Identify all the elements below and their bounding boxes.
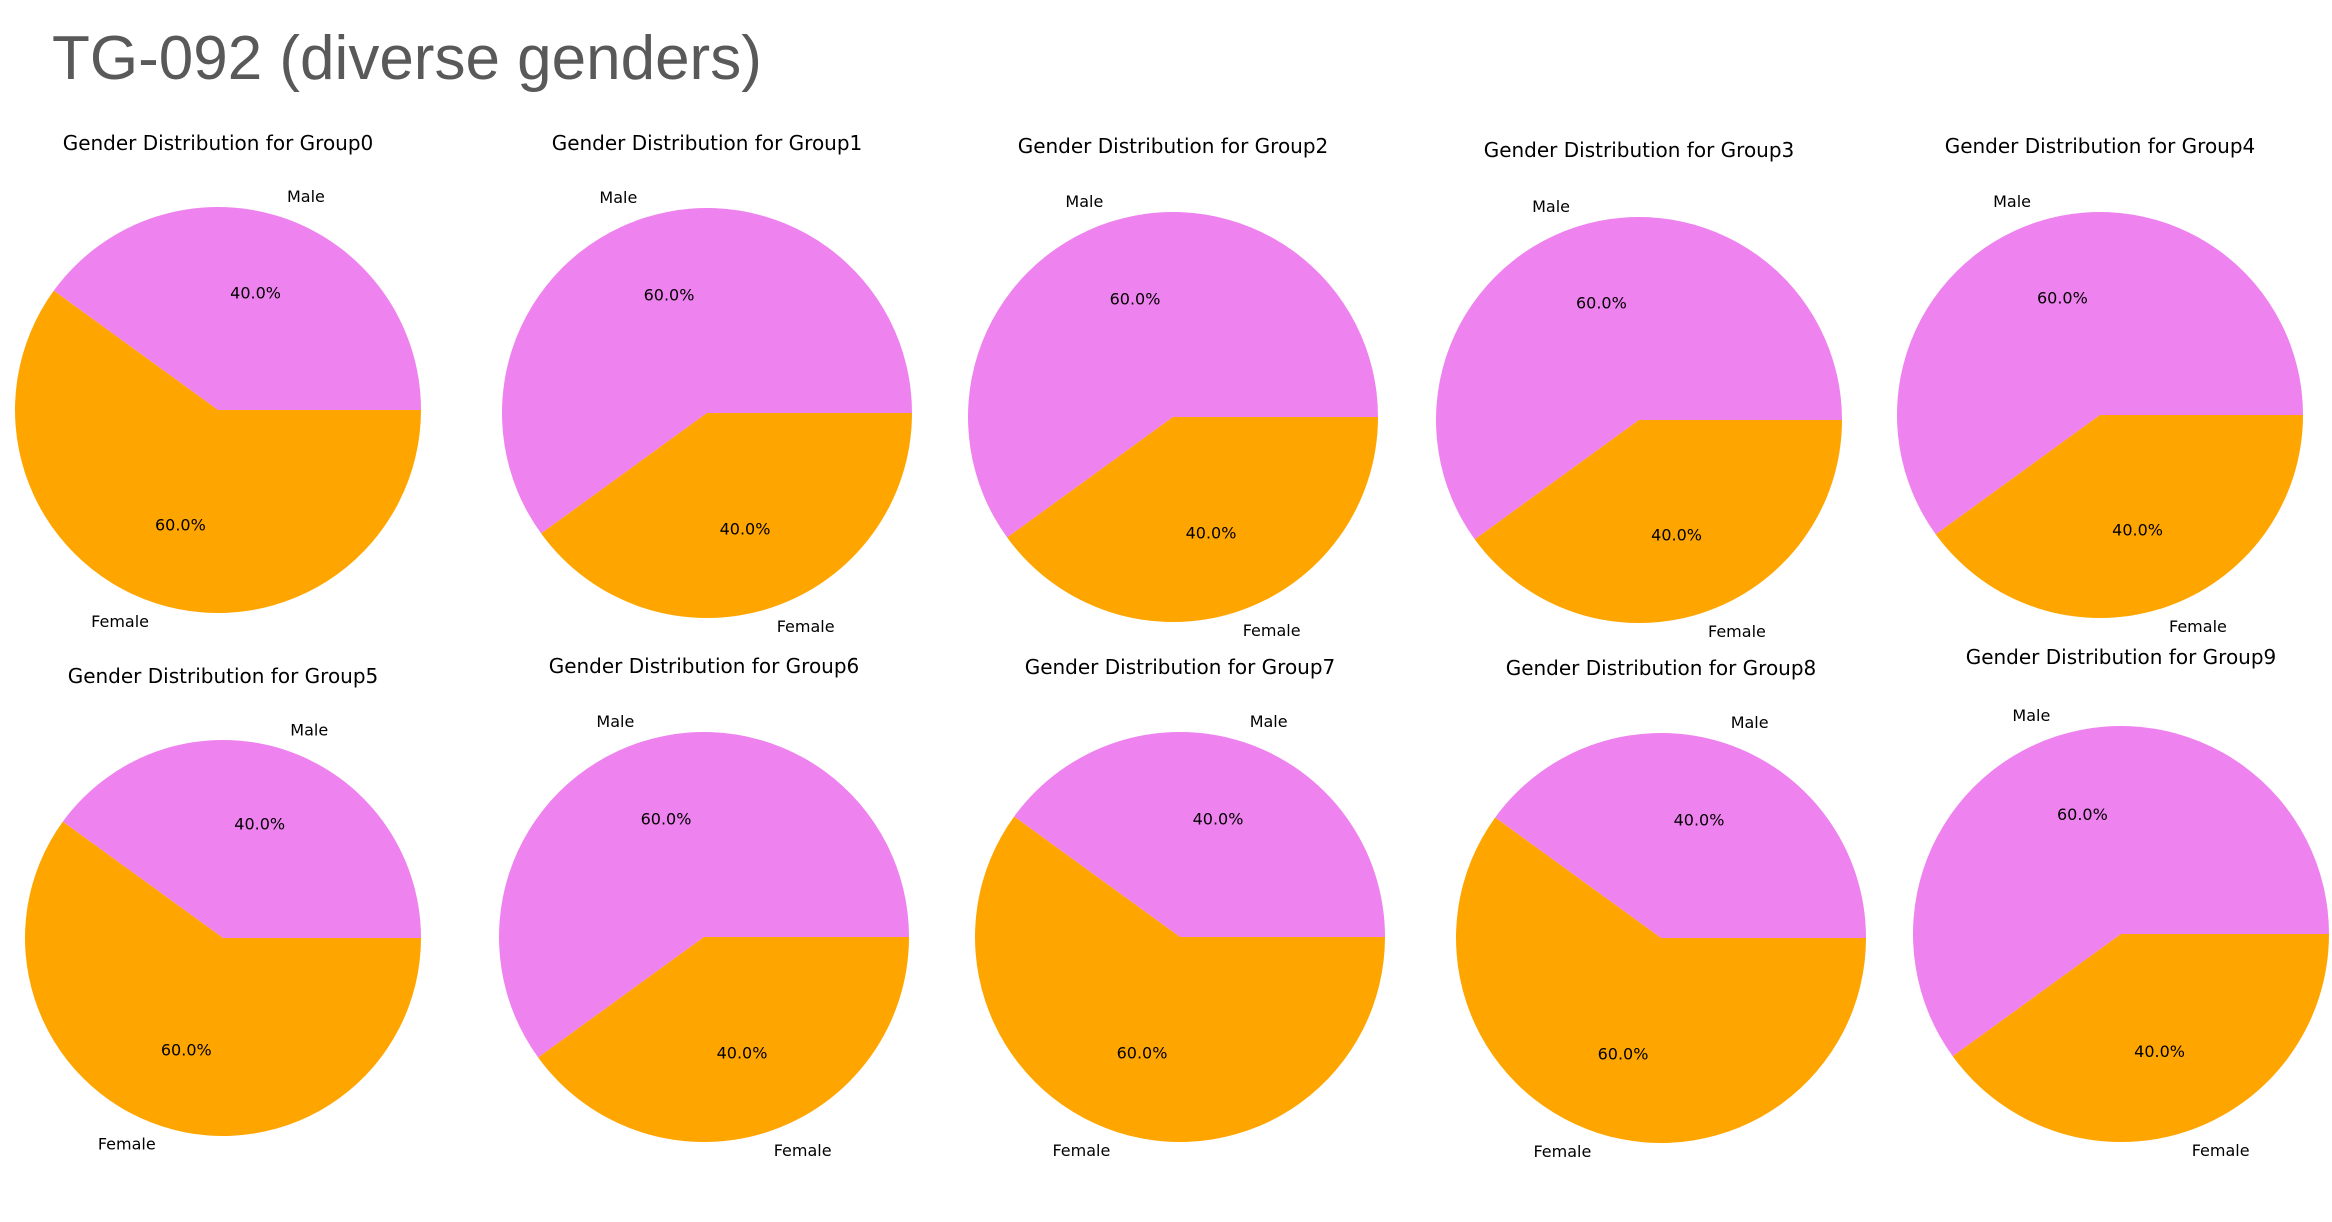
slice-label-female: Female bbox=[1533, 1142, 1591, 1161]
pie-chart-group6: Male 60.0% Female 40.0% Gender Distribution … bbox=[499, 654, 909, 1160]
slice-percent-male: 60.0% bbox=[644, 286, 695, 305]
slice-percent-male: 60.0% bbox=[641, 810, 692, 829]
page-title: TG-092 (diverse genders) bbox=[52, 24, 762, 93]
pie-slice-female bbox=[25, 821, 422, 1136]
slice-percent-female: 40.0% bbox=[2112, 520, 2163, 539]
slice-percent-female: 60.0% bbox=[161, 1041, 212, 1060]
pie-slice-male bbox=[502, 208, 912, 534]
pie-slice-female bbox=[1474, 420, 1842, 623]
pie-slice-female bbox=[1952, 934, 2329, 1143]
chart-title: Gender Distribution for Group0 bbox=[63, 131, 374, 155]
slice-label-female: Female bbox=[1052, 1141, 1110, 1160]
pie-chart-group1: Male 60.0% Female 40.0% Gender Distribution … bbox=[502, 131, 912, 636]
slice-percent-male: 60.0% bbox=[1576, 294, 1627, 313]
chart-title: Gender Distribution for Group1 bbox=[552, 131, 863, 155]
pie-slice-male bbox=[62, 739, 422, 938]
pie-slice-female bbox=[541, 413, 912, 619]
pie-slice-male bbox=[1913, 726, 2329, 1057]
slice-label-female: Female bbox=[2192, 1141, 2250, 1160]
slice-label-male: Male bbox=[2012, 706, 2050, 725]
slice-label-male: Male bbox=[596, 712, 634, 731]
slice-label-female: Female bbox=[91, 612, 149, 631]
slice-percent-male: 40.0% bbox=[1674, 811, 1725, 830]
slice-percent-female: 60.0% bbox=[1117, 1044, 1168, 1063]
slice-percent-male: 60.0% bbox=[1110, 290, 1161, 309]
chart-title: Gender Distribution for Group3 bbox=[1484, 138, 1795, 162]
pie-chart-group0: Male 40.0% Female 60.0% Gender Distribution … bbox=[15, 131, 422, 631]
pie-slice-female bbox=[538, 937, 909, 1143]
slice-label-male: Male bbox=[287, 187, 325, 206]
slice-percent-male: 40.0% bbox=[230, 284, 281, 303]
chart-title: Gender Distribution for Group2 bbox=[1018, 134, 1329, 158]
pie-slice-female bbox=[975, 816, 1385, 1142]
slice-percent-female: 40.0% bbox=[717, 1044, 768, 1063]
pie-slice-male bbox=[1014, 731, 1385, 937]
slice-label-female: Female bbox=[2169, 617, 2227, 636]
chart-title: Gender Distribution for Group6 bbox=[549, 654, 860, 678]
slice-label-female: Female bbox=[774, 1141, 832, 1160]
slice-label-male: Male bbox=[1532, 197, 1570, 216]
pie-slice-male bbox=[1435, 216, 1842, 540]
pie-slice-male bbox=[967, 212, 1378, 538]
slice-percent-female: 60.0% bbox=[155, 515, 206, 534]
pie-slice-male bbox=[53, 207, 422, 410]
slice-label-female: Female bbox=[1708, 622, 1766, 641]
slice-percent-female: 40.0% bbox=[2134, 1042, 2185, 1061]
slice-percent-male: 60.0% bbox=[2057, 805, 2108, 824]
slice-percent-female: 60.0% bbox=[1598, 1045, 1649, 1064]
chart-title: Gender Distribution for Group8 bbox=[1506, 656, 1817, 680]
slice-label-female: Female bbox=[98, 1135, 156, 1154]
pie-slice-male bbox=[1495, 732, 1866, 938]
slice-percent-male: 40.0% bbox=[234, 815, 285, 834]
pie-chart-group2: Male 60.0% Female 40.0% Gender Distribution … bbox=[967, 134, 1378, 640]
pie-chart-group3: Male 60.0% Female 40.0% Gender Distribution … bbox=[1435, 138, 1842, 641]
pie-chart-group9: Male 60.0% Female 40.0% Gender Distribution … bbox=[1913, 645, 2329, 1160]
pie-slice-male bbox=[499, 732, 909, 1058]
pie-slice-female bbox=[1007, 417, 1378, 623]
pie-chart-group7: Male 40.0% Female 60.0% Gender Distribution … bbox=[975, 655, 1385, 1160]
slice-percent-male: 40.0% bbox=[1193, 810, 1244, 829]
chart-title: Gender Distribution for Group4 bbox=[1945, 134, 2256, 158]
slice-label-male: Male bbox=[1731, 713, 1769, 732]
slice-percent-female: 40.0% bbox=[720, 520, 771, 539]
pie-slice-female bbox=[1935, 415, 2303, 618]
pie-chart-group4: Male 60.0% Female 40.0% Gender Distribution … bbox=[1897, 134, 2303, 636]
slice-label-female: Female bbox=[1243, 621, 1301, 640]
slice-label-male: Male bbox=[1993, 192, 2031, 211]
pie-slice-female bbox=[15, 290, 422, 614]
pie-slice-female bbox=[1455, 817, 1866, 1143]
slice-label-male: Male bbox=[1065, 192, 1103, 211]
slice-label-male: Male bbox=[290, 720, 328, 739]
slice-percent-male: 60.0% bbox=[2037, 289, 2088, 308]
slice-percent-female: 40.0% bbox=[1186, 524, 1237, 543]
slice-label-female: Female bbox=[777, 617, 835, 636]
pie-chart-group5: Male 40.0% Female 60.0% Gender Distribution … bbox=[25, 664, 422, 1154]
slice-percent-female: 40.0% bbox=[1651, 525, 1702, 544]
slice-label-male: Male bbox=[599, 188, 637, 207]
chart-title: Gender Distribution for Group7 bbox=[1025, 655, 1336, 679]
chart-title: Gender Distribution for Group5 bbox=[68, 664, 379, 688]
pie-chart-group8: Male 40.0% Female 60.0% Gender Distribution … bbox=[1455, 656, 1866, 1161]
chart-title: Gender Distribution for Group9 bbox=[1966, 645, 2277, 669]
slice-label-male: Male bbox=[1250, 712, 1288, 731]
pie-slice-male bbox=[1897, 211, 2303, 535]
